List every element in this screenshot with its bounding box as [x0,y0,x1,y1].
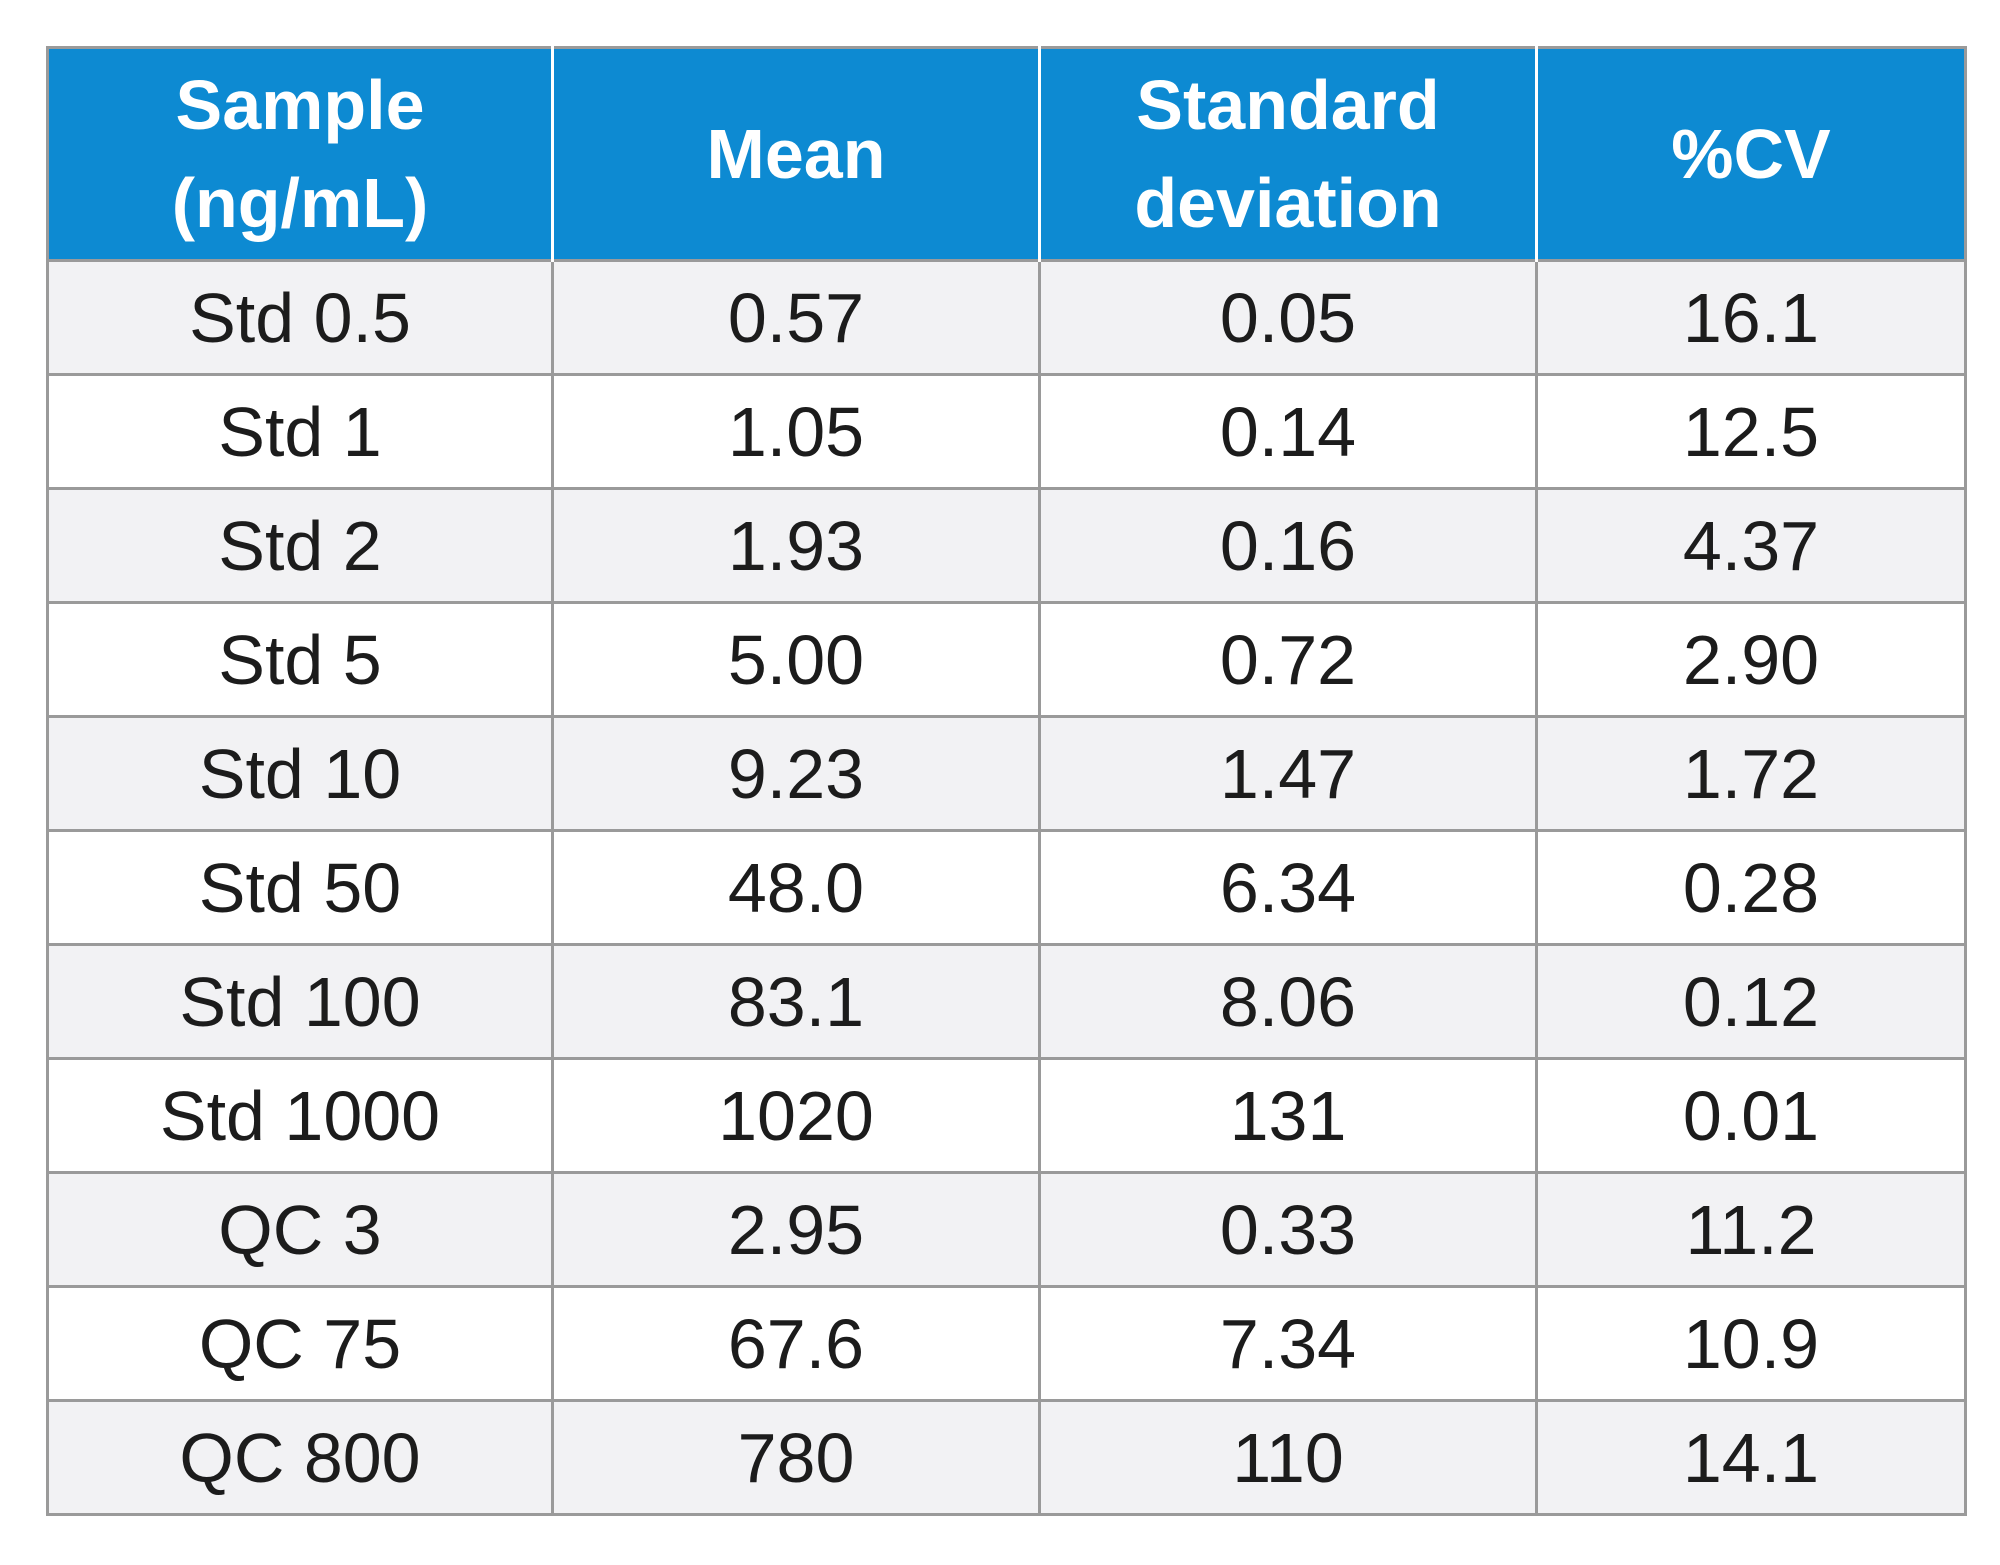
table-row: QC 75 67.6 7.34 10.9 [46,1285,1967,1402]
header-cv: %CV [1535,47,1966,261]
table-row: Std 100 83.1 8.06 0.12 [46,943,1967,1060]
header-mean-line-1: Mean [706,115,886,193]
cell-mean: 83.1 [551,943,1041,1060]
cell-sample: QC 75 [46,1285,554,1402]
table-row: Std 1 1.05 0.14 12.5 [46,373,1967,490]
cell-standard-deviation: 110 [1038,1399,1538,1516]
table-row: Std 0.5 0.57 0.05 16.1 [46,259,1967,376]
cell-mean: 67.6 [551,1285,1041,1402]
table-row: QC 800 780 110 14.1 [46,1399,1967,1516]
cell-standard-deviation: 131 [1038,1057,1538,1174]
cell-sample: Std 10 [46,715,554,832]
table-row: Std 10 9.23 1.47 1.72 [46,715,1967,832]
cell-mean: 48.0 [551,829,1041,946]
table-body: Std 0.5 0.57 0.05 16.1 Std 1 1.05 0.14 12.5 Std … [46,259,1967,1516]
header-row: Sample (ng/mL) Mean Standard deviation %… [47,47,1966,261]
header-sd-line-1: Standard [1136,66,1440,144]
cell-sample: QC 800 [46,1399,554,1516]
cell-mean: 0.57 [551,259,1041,376]
cell-cv: 2.90 [1535,601,1967,718]
table-row: Std 50 48.0 6.34 0.28 [46,829,1967,946]
table-row: QC 3 2.95 0.33 11.2 [46,1171,1967,1288]
cell-standard-deviation: 0.05 [1038,259,1538,376]
cell-sample: Std 100 [46,943,554,1060]
cell-sample: Std 0.5 [46,259,554,376]
table-header: Sample (ng/mL) Mean Standard deviation %… [47,47,1966,261]
header-sample: Sample (ng/mL) [47,47,553,261]
cell-cv: 0.01 [1535,1057,1967,1174]
cell-sample: Std 5 [46,601,554,718]
cell-mean: 9.23 [551,715,1041,832]
cell-standard-deviation: 0.33 [1038,1171,1538,1288]
cell-standard-deviation: 0.72 [1038,601,1538,718]
table-row: Std 5 5.00 0.72 2.90 [46,601,1967,718]
header-sample-line-2: (ng/mL) [171,164,429,242]
cell-cv: 16.1 [1535,259,1967,376]
cell-cv: 4.37 [1535,487,1967,604]
cell-mean: 2.95 [551,1171,1041,1288]
table-row: Std 2 1.93 0.16 4.37 [46,487,1967,604]
header-mean: Mean [551,47,1040,261]
cell-standard-deviation: 8.06 [1038,943,1538,1060]
header-sd-line-2: deviation [1134,164,1442,242]
header-standard-deviation: Standard deviation [1038,47,1537,261]
cell-mean: 1.05 [551,373,1041,490]
cell-mean: 5.00 [551,601,1041,718]
cell-mean: 780 [551,1399,1041,1516]
cell-cv: 0.12 [1535,943,1967,1060]
cell-cv: 11.2 [1535,1171,1967,1288]
cell-sample: Std 1000 [46,1057,554,1174]
cell-cv: 1.72 [1535,715,1967,832]
cell-standard-deviation: 1.47 [1038,715,1538,832]
cell-standard-deviation: 0.14 [1038,373,1538,490]
cell-cv: 14.1 [1535,1399,1967,1516]
cell-standard-deviation: 0.16 [1038,487,1538,604]
cell-mean: 1020 [551,1057,1041,1174]
cell-sample: Std 50 [46,829,554,946]
cell-cv: 12.5 [1535,373,1967,490]
table-row: Std 1000 1020 131 0.01 [46,1057,1967,1174]
cell-standard-deviation: 7.34 [1038,1285,1538,1402]
cell-cv: 10.9 [1535,1285,1967,1402]
statistics-table: Sample (ng/mL) Mean Standard deviation %… [46,46,1967,1516]
cell-sample: Std 1 [46,373,554,490]
header-cv-line-1: %CV [1671,115,1831,193]
cell-sample: Std 2 [46,487,554,604]
header-sample-line-1: Sample [175,66,425,144]
cell-standard-deviation: 6.34 [1038,829,1538,946]
cell-mean: 1.93 [551,487,1041,604]
cell-sample: QC 3 [46,1171,554,1288]
cell-cv: 0.28 [1535,829,1967,946]
